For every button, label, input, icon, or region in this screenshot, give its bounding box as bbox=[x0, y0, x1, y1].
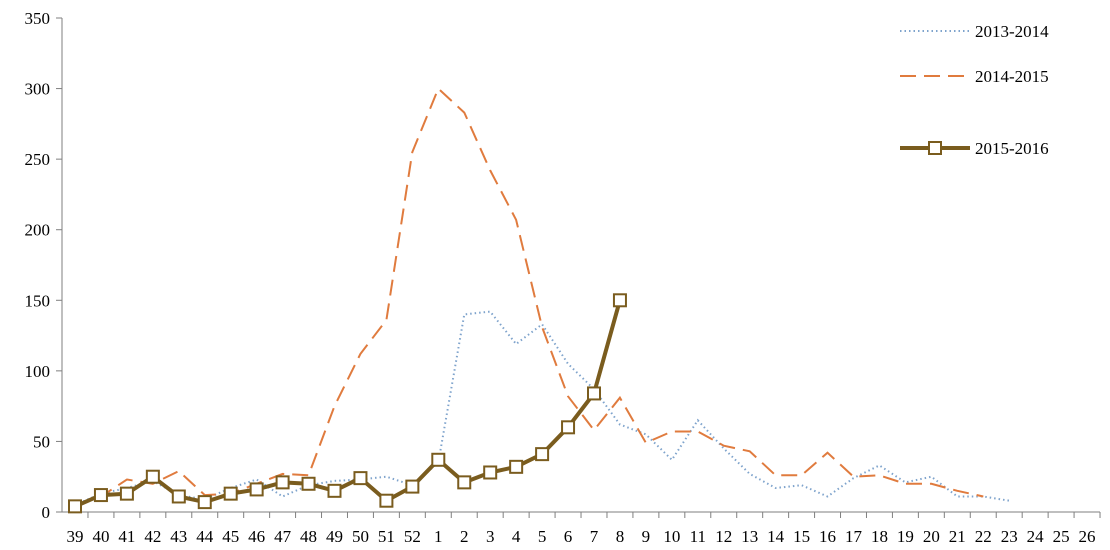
legend: 2013-2014 2014-2015 2015-2016 bbox=[900, 22, 1049, 158]
x-tick-label: 50 bbox=[352, 527, 369, 546]
data-point-marker bbox=[483, 465, 498, 480]
y-tick-label: 350 bbox=[25, 9, 51, 28]
x-tick-label: 42 bbox=[144, 527, 161, 546]
x-axis: 39 40 41 42 43 44 45 46 47 48 49 50 51 52 1 2 3 4 5 6 7 8 9 10 1… bbox=[62, 511, 1101, 546]
y-tick-label: 200 bbox=[25, 221, 51, 240]
data-point-marker bbox=[301, 476, 316, 491]
legend-item: 2013-2014 bbox=[900, 22, 1049, 41]
data-point-marker bbox=[327, 483, 342, 498]
legend-item: 2014-2015 bbox=[900, 67, 1049, 86]
data-point-marker bbox=[612, 293, 627, 308]
x-tick-label: 16 bbox=[819, 527, 836, 546]
data-point-marker bbox=[223, 486, 238, 501]
x-tick-label: 2 bbox=[460, 527, 469, 546]
x-tick-label: 47 bbox=[274, 527, 292, 546]
x-tick-label: 26 bbox=[1079, 527, 1096, 546]
data-point-marker bbox=[119, 486, 134, 501]
x-tick-label: 25 bbox=[1053, 527, 1070, 546]
x-tick-label: 41 bbox=[118, 527, 135, 546]
series-2015-2016 bbox=[68, 293, 627, 514]
x-tick-label: 6 bbox=[564, 527, 573, 546]
x-tick-label: 7 bbox=[590, 527, 599, 546]
data-point-marker bbox=[379, 493, 394, 508]
data-point-marker bbox=[275, 475, 290, 490]
x-tick-label: 1 bbox=[434, 527, 443, 546]
x-tick-label: 17 bbox=[845, 527, 863, 546]
data-point-marker bbox=[249, 482, 264, 497]
x-tick-label: 45 bbox=[222, 527, 239, 546]
x-tick-label: 22 bbox=[975, 527, 992, 546]
y-tick-label: 100 bbox=[25, 362, 51, 381]
x-tick-label: 13 bbox=[741, 527, 758, 546]
x-tick-label: 14 bbox=[767, 527, 785, 546]
data-point-marker bbox=[405, 479, 420, 494]
data-point-marker bbox=[171, 489, 186, 504]
series-line bbox=[74, 310, 1010, 506]
y-tick-label: 300 bbox=[25, 80, 51, 99]
x-tick-label: 4 bbox=[512, 527, 521, 546]
y-tick-label: 0 bbox=[42, 503, 51, 522]
x-tick-label: 51 bbox=[378, 527, 395, 546]
y-tick-label: 50 bbox=[33, 432, 50, 451]
legend-label: 2013-2014 bbox=[975, 22, 1049, 41]
series-line bbox=[74, 86, 984, 506]
x-tick-label: 48 bbox=[300, 527, 317, 546]
x-tick-label: 20 bbox=[923, 527, 940, 546]
x-tick-label: 43 bbox=[170, 527, 187, 546]
x-tick-label: 12 bbox=[715, 527, 732, 546]
x-tick-label: 10 bbox=[663, 527, 680, 546]
series-layer bbox=[68, 86, 1010, 514]
x-tick-label: 3 bbox=[486, 527, 495, 546]
data-point-marker bbox=[68, 499, 82, 514]
x-tick-label: 8 bbox=[616, 527, 625, 546]
x-tick-label: 49 bbox=[326, 527, 343, 546]
data-point-marker bbox=[145, 469, 160, 484]
x-tick-label: 39 bbox=[67, 527, 84, 546]
x-tick-label: 23 bbox=[1001, 527, 1018, 546]
data-point-marker bbox=[197, 495, 212, 510]
series-line bbox=[74, 299, 622, 509]
data-point-marker bbox=[457, 475, 472, 490]
y-axis: 0 50 100 150 200 250 300 350 bbox=[25, 9, 63, 522]
y-tick-label: 150 bbox=[25, 291, 51, 310]
series-2013-2014 bbox=[74, 310, 1010, 506]
legend-marker bbox=[928, 141, 942, 155]
x-tick-label: 19 bbox=[897, 527, 914, 546]
legend-item: 2015-2016 bbox=[900, 139, 1049, 158]
x-tick-label: 11 bbox=[690, 527, 706, 546]
x-tick-label: 15 bbox=[793, 527, 810, 546]
data-point-marker bbox=[587, 386, 601, 401]
y-tick-label: 250 bbox=[25, 150, 51, 169]
series-2014-2015 bbox=[74, 86, 984, 506]
legend-label: 2015-2016 bbox=[975, 139, 1049, 158]
data-point-marker bbox=[431, 452, 446, 467]
data-point-marker bbox=[509, 459, 524, 474]
x-tick-label: 52 bbox=[404, 527, 421, 546]
x-tick-label: 40 bbox=[92, 527, 109, 546]
x-tick-label: 24 bbox=[1027, 527, 1045, 546]
x-tick-label: 21 bbox=[949, 527, 966, 546]
data-point-marker bbox=[93, 488, 108, 503]
x-tick-label: 18 bbox=[871, 527, 888, 546]
x-tick-label: 44 bbox=[196, 527, 214, 546]
legend-label: 2014-2015 bbox=[975, 67, 1049, 86]
data-point-marker bbox=[561, 420, 576, 435]
data-point-marker bbox=[353, 471, 368, 486]
data-point-marker bbox=[535, 447, 550, 462]
x-tick-label: 5 bbox=[538, 527, 547, 546]
x-tick-label: 9 bbox=[642, 527, 651, 546]
x-tick-label: 46 bbox=[248, 527, 265, 546]
